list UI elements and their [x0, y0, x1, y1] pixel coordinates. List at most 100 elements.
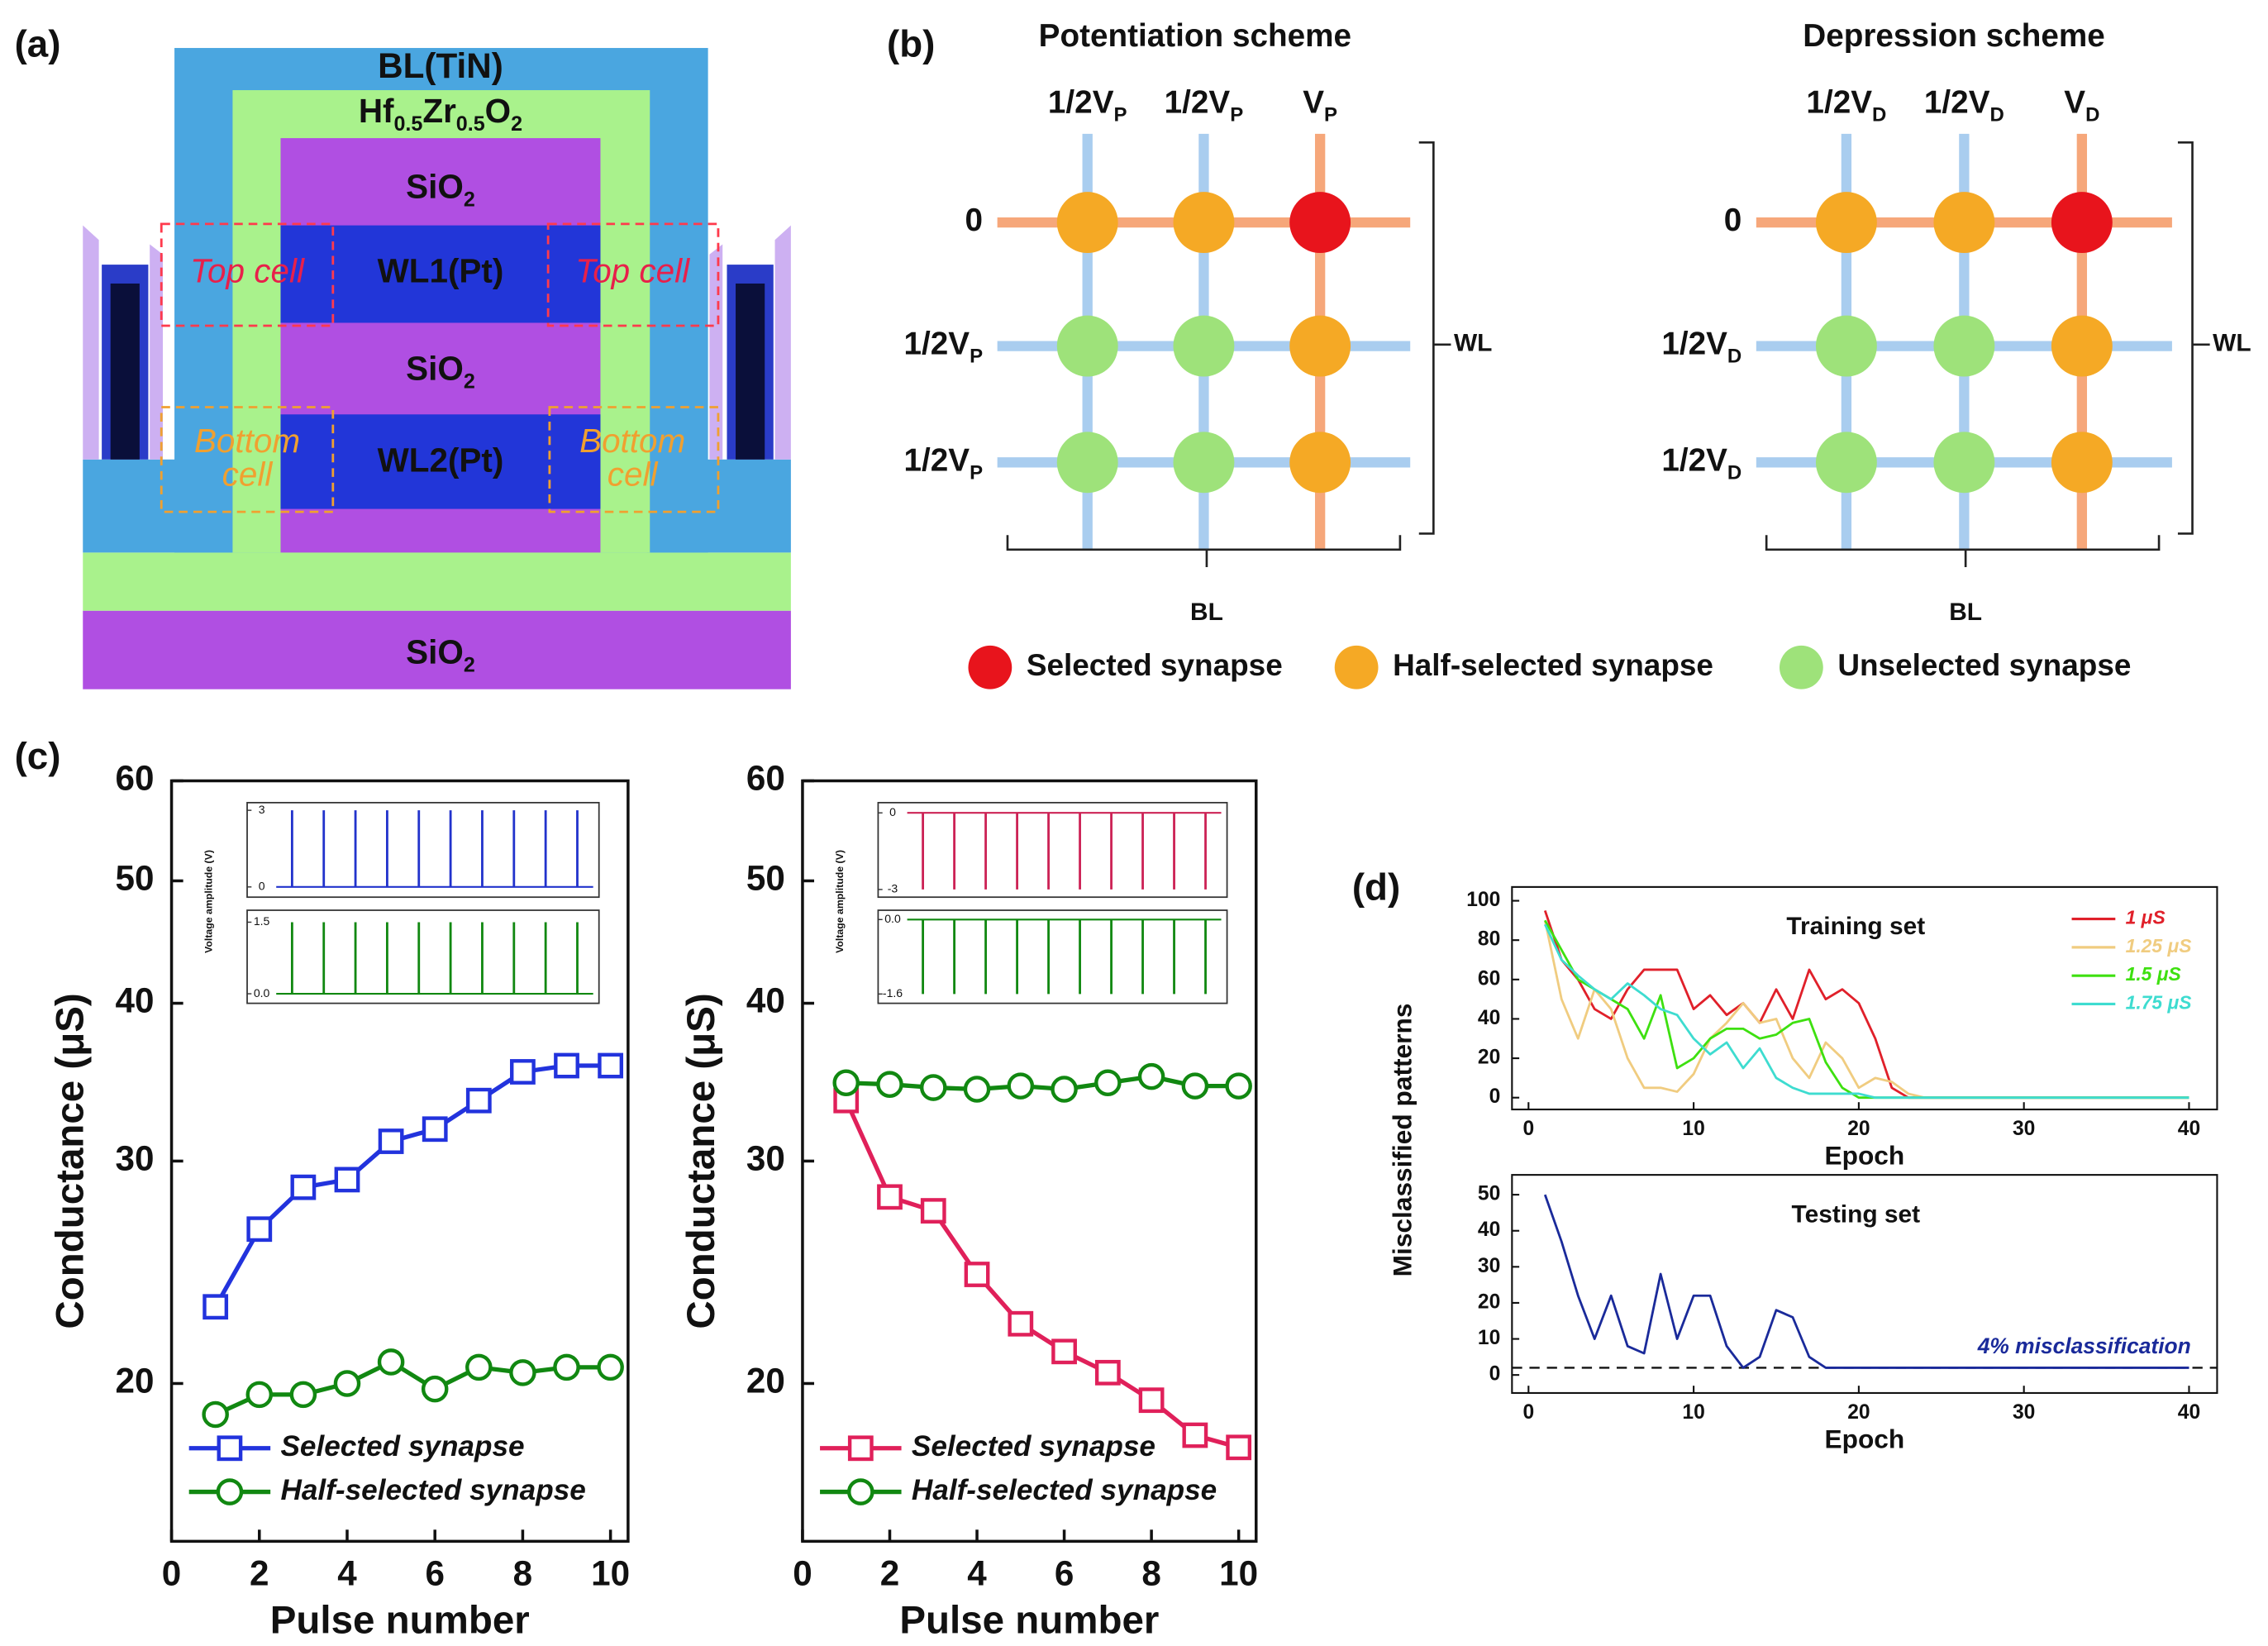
y-tick-label: 40: [1478, 1219, 1500, 1241]
synapse: [2051, 315, 2113, 377]
panel-label: (b): [887, 22, 935, 64]
synapse: [1173, 432, 1235, 494]
synapse: [1056, 315, 1118, 377]
x-tick-label: 20: [1847, 1118, 1870, 1140]
y-tick-label: 20: [1478, 1291, 1500, 1313]
row-label: 1/2VD: [1661, 443, 1742, 484]
device-label-part: WL2(Pt): [378, 441, 504, 479]
marker: [1007, 1072, 1035, 1100]
x-tick-label: 2: [880, 1554, 899, 1593]
x-tick-label: 20: [1847, 1401, 1870, 1424]
row-label-part: 1/2V: [1661, 327, 1727, 362]
substrate-layer: [83, 610, 791, 689]
marker: [877, 1184, 903, 1210]
column-label-sub: D: [1990, 103, 2004, 126]
marker: [1008, 1310, 1034, 1337]
legend-swatch: [1334, 645, 1379, 689]
device-label-part: SiO: [406, 167, 464, 205]
column-label-part: 1/2V: [1048, 85, 1114, 121]
device-label-sub: 2: [464, 370, 475, 393]
marker: [1137, 1062, 1165, 1090]
marker: [597, 1353, 624, 1381]
inset-tick-label: 0: [259, 880, 265, 893]
row-label-part: 1/2V: [1661, 443, 1727, 479]
column-label-part: 1/2V: [1806, 85, 1872, 121]
y-axis-label: Misclassified patterns: [1388, 1004, 1418, 1277]
x-tick-label: 0: [793, 1554, 812, 1593]
column-label: 1/2VP: [1165, 85, 1244, 126]
marker: [245, 1381, 274, 1409]
inset-axis-label: Voltage amplitude (V): [203, 850, 215, 953]
series-line: [846, 1074, 1239, 1092]
legend-label: 1 μS: [2126, 907, 2166, 928]
legend-label: Unselected synapse: [1837, 648, 2131, 682]
y-tick-label: 60: [1478, 967, 1500, 990]
device-label-sub: 2: [464, 188, 475, 211]
column-label-part: 1/2V: [1924, 85, 1990, 121]
inset-frame: [877, 801, 1228, 899]
marker: [554, 1052, 579, 1079]
synapse: [1933, 192, 1995, 254]
legend-marker: [847, 1478, 874, 1505]
side-pillar: [150, 244, 164, 460]
row-label-sub: D: [1727, 461, 1742, 484]
series-line: [1544, 923, 2189, 1100]
column-label: VD: [2064, 85, 2099, 126]
x-tick-label: 40: [2178, 1401, 2200, 1424]
synapse: [2051, 192, 2113, 254]
legend-marker: [847, 1435, 874, 1462]
device-label-part: SiO: [406, 632, 464, 670]
x-axis-label: Epoch: [1825, 1140, 1905, 1170]
row-label: 0: [1724, 203, 1742, 238]
side-pillar: [709, 244, 723, 460]
cell-label: cell: [608, 456, 659, 494]
panel-label: (c): [15, 735, 61, 777]
marker: [1181, 1072, 1209, 1100]
x-tick-label: 10: [1682, 1401, 1704, 1424]
synapse: [1815, 192, 1877, 254]
side-pillar: [774, 225, 791, 460]
x-tick-label: 0: [1522, 1401, 1534, 1424]
device-label-sub: 2: [511, 112, 522, 136]
y-tick-label: 30: [746, 1139, 785, 1178]
x-tick-label: 0: [1522, 1118, 1534, 1140]
y-tick-label: 50: [746, 859, 785, 898]
row-label-part: 1/2V: [903, 443, 970, 479]
marker: [1226, 1434, 1252, 1461]
inset-frame: [877, 909, 1228, 1004]
marker: [290, 1174, 317, 1200]
marker: [378, 1128, 404, 1154]
x-tick-label: 10: [1682, 1118, 1704, 1140]
y-tick-label: 50: [1478, 1183, 1500, 1205]
column-label-sub: P: [1230, 103, 1243, 126]
synapse: [1815, 315, 1877, 377]
row-label: 1/2VD: [1661, 327, 1742, 368]
x-axis-label: Epoch: [1825, 1424, 1905, 1453]
row-label-part: 1/2V: [903, 327, 970, 362]
device-label: Hf0.5Zr0.5O2: [359, 92, 522, 136]
marker: [509, 1359, 536, 1386]
marker: [202, 1294, 229, 1320]
marker: [963, 1076, 991, 1103]
y-tick-label: 50: [115, 859, 154, 898]
bl-bracket: [1006, 535, 1402, 567]
cell-label: Top cell: [575, 251, 690, 289]
chart-title: Testing set: [1792, 1200, 1921, 1228]
x-tick-label: 0: [162, 1554, 181, 1593]
marker: [832, 1069, 860, 1097]
marker: [465, 1087, 492, 1114]
marker: [920, 1198, 946, 1224]
x-tick-label: 8: [513, 1554, 532, 1593]
bottom-cell-box: [160, 406, 335, 513]
marker: [1094, 1359, 1121, 1386]
x-tick-label: 10: [591, 1554, 630, 1593]
wl-bracket: [2177, 141, 2210, 535]
column-label-part: V: [2064, 85, 2085, 121]
inset-frame: [246, 909, 600, 1004]
cell-label: cell: [222, 456, 274, 494]
marker: [553, 1353, 580, 1381]
marker: [333, 1370, 361, 1397]
device-label: WL1(Pt): [378, 251, 504, 289]
y-tick-label: 30: [115, 1139, 154, 1178]
legend-label: 1.75 μS: [2126, 992, 2193, 1014]
